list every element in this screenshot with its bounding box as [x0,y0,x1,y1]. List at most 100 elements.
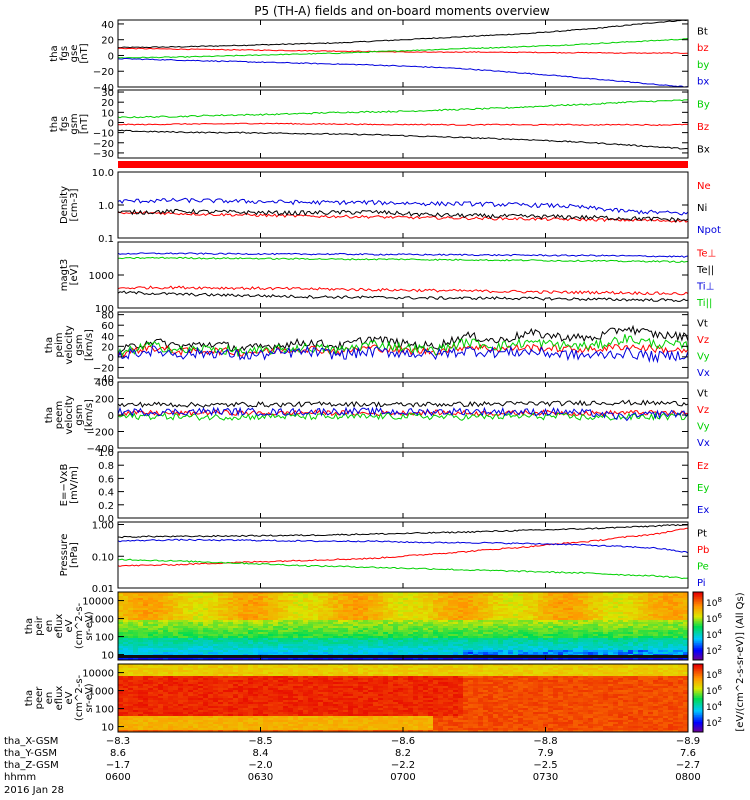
footer-row-label: tha_X-GSM [4,736,58,747]
footer-value: 0730 [533,772,558,783]
panel-density: 10.0 1.0 0.1 Density [cm-3] Ne Ni Npot [59,168,721,245]
y-tick-label: 1000 [89,615,114,626]
footer-value: 0600 [105,772,130,783]
legend-Pi: Pi [697,578,706,589]
magt3-legend: Te⊥ Te|| Ti⊥ Ti|| [696,248,716,309]
legend-Ex: Ex [697,505,709,516]
y-tick-label: 10 [101,723,114,734]
colorbar-tick-label: 106 [706,612,722,625]
ylabel-line: eV [64,691,75,704]
magt3-traces [118,252,688,302]
y-tick-label: 100 [95,304,114,315]
series-Vy-line [118,412,688,421]
series-Pt-line [118,524,688,539]
colorbar-frame [692,591,704,661]
ylabel-line: [nPa] [69,542,80,568]
panel-magt3: 1000 100 magt3 [eV] Te⊥ Te|| Ti⊥ Ti|| [59,241,716,315]
footer-row-label: hhmm [4,772,36,783]
footer-value: −8.6 [391,736,415,747]
footer-row-label: 2016 Jan 28 [4,785,64,796]
colorbar-tick-label: 108 [706,596,722,609]
ylabel-line: [nT] [79,114,90,134]
fgs-gsm-legend: By Bz Bx [697,99,710,155]
footer-value: 0800 [675,772,700,783]
ylabel-line: (cm^2-s- [74,674,85,721]
footer-value: 0630 [248,772,273,783]
legend-Ey: Ey [697,483,709,494]
ylabel-line: en [44,620,55,633]
legend-Te: Te⊥ [696,248,716,259]
y-tick-label: 200 [95,395,114,406]
colorbar-tick-label: 108 [706,668,722,681]
panel-pressure: 1.00 0.10 0.01 Pressure [nPa] Pt Pb Pe Pi [59,521,709,595]
fgs-gse-traces [118,20,688,87]
ylabel-line: fgs [59,116,70,131]
footer-value: 0700 [390,772,415,783]
series-Bt-line [118,20,688,49]
ylabel-line: tha [24,618,35,634]
series-Vt-line [118,399,688,408]
y-tick-label: 20 [101,342,114,353]
y-tick-label: 20 [101,36,114,47]
series-Npot-line [118,197,688,216]
peem-velocity-ylabel: tha peem velocity gsm [km/s] [44,395,95,434]
footer-value: −2.5 [533,760,557,771]
legend-By: By [697,99,710,110]
colorbar-unit-label: [eV/(cm^2-s-sr-eV)] (All Qs) [735,592,746,731]
footer-value: −2.7 [676,760,700,771]
footer-row-label: tha_Z-GSM [4,760,59,771]
fgs-gsm-ylabel: tha fgs gsm [nT] [49,113,90,134]
peer-en-eflux-cells [118,664,689,733]
ylabel-line: gsm [69,113,80,134]
legend-Vy: Vy [697,421,710,432]
peim-velocity-legend: Vt Vz Vy Vx [697,318,710,379]
series-Vx-line [118,406,688,422]
pressure-legend: Pt Pb Pe Pi [697,528,709,589]
y-tick-label: 0.8 [98,461,114,472]
legend-Vz: Vz [697,405,709,416]
legend-Vz: Vz [697,335,709,346]
colorbar-tick-label: 104 [706,700,722,713]
legend-Ti: Ti|| [696,298,712,309]
peer-en-eflux-colorbar: 108 106 104 102 [692,663,722,733]
y-tick-label: −30 [93,149,114,160]
footer-value: −8.3 [106,736,130,747]
colorbar-tick-label: 102 [706,716,722,729]
footer-value: 8.6 [110,748,126,759]
ylabel-line: eflux [54,614,65,639]
ylabel-line: peem [54,401,65,429]
footer-value: −8.9 [676,736,700,747]
y-tick-label: −20 [93,363,114,374]
panel-efield: 1.0 0.8 0.6 0.4 0.2 0.0 E=−VxB [mV/m] Ez Ey Ex [59,448,709,525]
ylabel-line: fgs [59,46,70,61]
colorbar-tick-label: 104 [706,628,722,641]
density-traces [118,197,688,223]
series-Te-line [118,290,688,302]
efield-legend: Ez Ey Ex [697,461,709,516]
ylabel-line: tha [49,116,60,132]
y-tick-label: 10000 [82,597,114,608]
legend-Pb: Pb [697,545,709,556]
ylabel-line: [cm-3] [69,188,80,221]
ylabel-line: (cm^2-s- [74,602,85,649]
series-Vz-line [118,343,688,358]
ylabel-line: peim [54,332,65,357]
legend-Vx: Vx [697,438,710,449]
y-tick-label: 0.10 [92,552,114,563]
series-Bx-line [118,129,688,150]
y-tick-label: −200 [87,428,114,439]
legend-Vx: Vx [697,368,710,379]
ylabel-line: E=−VxB [59,464,70,507]
y-tick-label: −40 [93,83,114,94]
y-tick-label: 1.00 [92,521,114,532]
y-tick-label: −40 [93,374,114,385]
ylabel-line: velocity [64,395,75,434]
y-tick-label: 0 [108,118,114,129]
y-tick-label: 100 [95,633,114,644]
ylabel-line: [eV] [69,265,80,286]
footer-value: 8.4 [253,748,269,759]
legend-Ez: Ez [697,461,709,472]
ylabel-line: peer [34,686,45,710]
